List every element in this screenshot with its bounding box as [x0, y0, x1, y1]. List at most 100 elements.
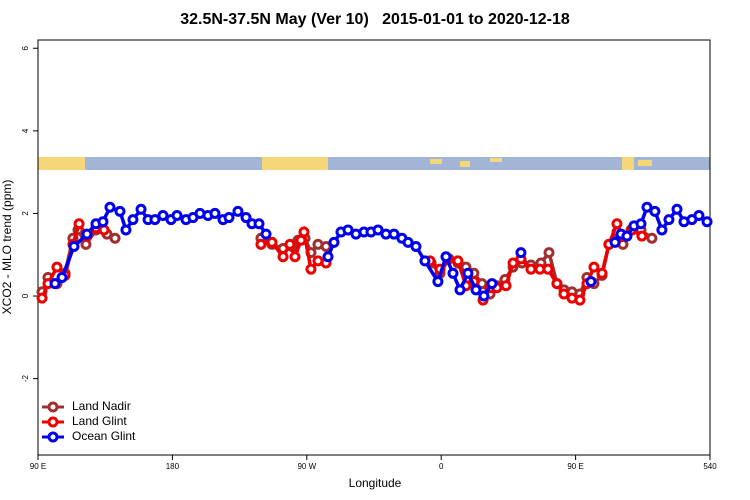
point [454, 284, 466, 296]
legend-label: Land Glint [72, 414, 127, 428]
y-tick-label: 6 [21, 45, 30, 50]
point [171, 209, 183, 221]
point [320, 240, 332, 252]
legend-marker [47, 401, 59, 413]
point [277, 251, 289, 263]
point [663, 214, 675, 226]
point [462, 267, 474, 279]
x-axis-label: Longitude [349, 476, 402, 490]
point [585, 276, 597, 288]
point [68, 240, 80, 252]
point [410, 240, 422, 252]
point [342, 224, 354, 236]
legend-label: Ocean Glint [72, 429, 136, 443]
point [646, 232, 658, 244]
point [284, 238, 296, 250]
point [388, 228, 400, 240]
x-tick-label: 540 [703, 462, 717, 471]
point [671, 203, 683, 215]
point [470, 284, 482, 296]
point [114, 205, 126, 217]
point [266, 236, 278, 248]
point [260, 228, 272, 240]
point [209, 207, 221, 219]
point [289, 251, 301, 263]
point [609, 236, 621, 248]
x-tick-label: 90 E [30, 462, 46, 471]
y-tick-label: -2 [21, 375, 30, 383]
x-tick-label: 90 W [297, 462, 316, 471]
point [693, 209, 705, 221]
point [127, 214, 139, 226]
point [542, 263, 554, 275]
point [641, 201, 653, 213]
point [635, 218, 647, 230]
point [255, 238, 267, 250]
point [432, 276, 444, 288]
legend-marker [47, 416, 59, 428]
point [649, 205, 661, 217]
point [49, 278, 61, 290]
point [447, 267, 459, 279]
point [104, 201, 116, 213]
y-axis-label: XCO2 - MLO trend (ppm) [0, 180, 14, 315]
point [701, 216, 713, 228]
point [80, 238, 92, 250]
point [56, 271, 68, 283]
x-tick-label: 0 [439, 462, 444, 471]
point [305, 263, 317, 275]
point [507, 257, 519, 269]
point [621, 230, 633, 242]
point [322, 251, 334, 263]
point [588, 261, 600, 273]
point [402, 236, 414, 248]
point [478, 290, 490, 302]
x-tick-label: 180 [166, 462, 180, 471]
point [452, 255, 464, 267]
point [157, 209, 169, 221]
point [81, 228, 93, 240]
point [149, 214, 161, 226]
legend-marker [47, 431, 59, 443]
y-tick-label: 0 [21, 293, 30, 298]
point [120, 224, 132, 236]
chart-title: 32.5N-37.5N May (Ver 10) 2015-01-01 to 2… [180, 11, 570, 28]
point [596, 267, 608, 279]
land-ocean-strip [38, 157, 710, 170]
y-tick-label: 2 [21, 211, 30, 216]
point [656, 224, 668, 236]
point [240, 212, 252, 224]
point [298, 226, 310, 238]
point [419, 255, 431, 267]
point [109, 232, 121, 244]
point [73, 218, 85, 230]
point [36, 292, 48, 304]
point [486, 278, 498, 290]
point [372, 224, 384, 236]
point [97, 216, 109, 228]
point [253, 218, 265, 230]
point [500, 280, 512, 292]
point [558, 288, 570, 300]
point [135, 203, 147, 215]
point [525, 263, 537, 275]
point [223, 212, 235, 224]
point [574, 294, 586, 306]
point [515, 247, 527, 259]
x-tick-label: 90 E [567, 462, 583, 471]
plot-frame [37, 39, 711, 456]
point [551, 278, 563, 290]
point [636, 230, 648, 242]
y-tick-label: 4 [21, 128, 30, 133]
point [98, 224, 110, 236]
point [440, 251, 452, 263]
point [51, 261, 63, 273]
legend-label: Land Nadir [72, 399, 131, 413]
point [611, 218, 623, 230]
point [232, 205, 244, 217]
point [328, 236, 340, 248]
point [543, 247, 555, 259]
